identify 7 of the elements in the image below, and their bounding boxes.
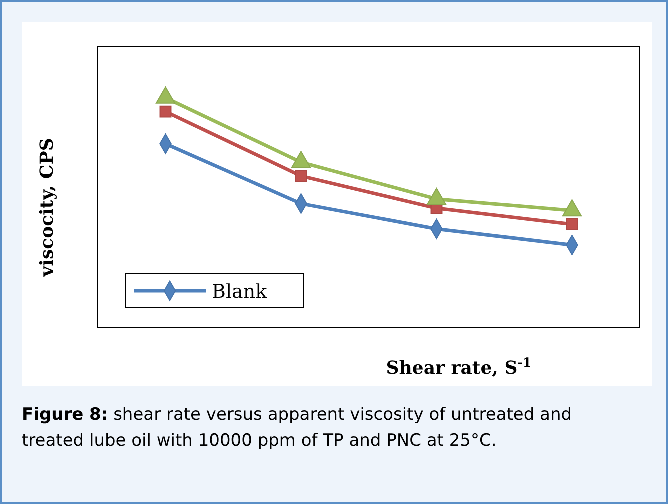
point	[566, 218, 578, 230]
caption: Figure 8: shear rate versus apparent viscosity of untreated and treated lube oil with 10000 ppm of TP and PNC at 25°C.	[22, 405, 572, 451]
point	[160, 106, 172, 118]
legend-label: Blank	[212, 281, 268, 303]
point	[295, 170, 308, 182]
y-axis-title: viscocity, CPS	[37, 138, 58, 278]
x-axis-title: Shear rate, S$^{-1}$	[386, 354, 532, 379]
